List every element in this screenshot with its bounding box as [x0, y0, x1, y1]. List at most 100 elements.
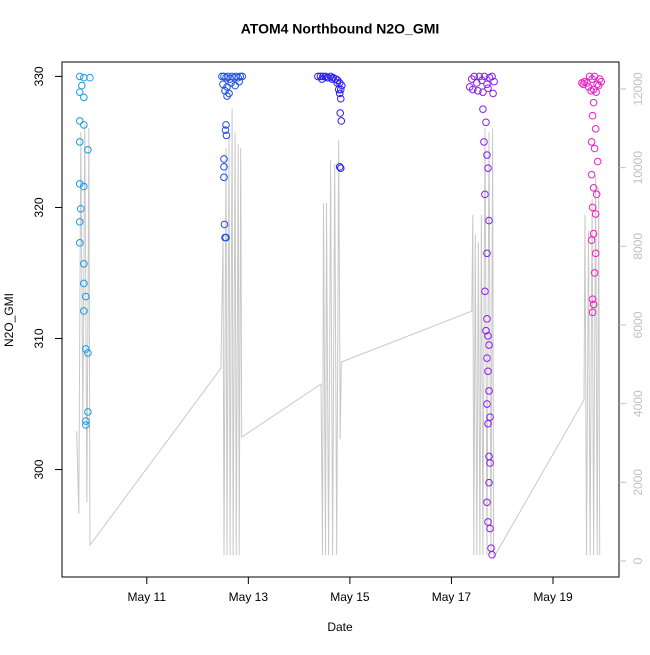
- data-point: [80, 182, 88, 191]
- data-point: [222, 121, 230, 129]
- data-point: [589, 184, 598, 192]
- data-point: [80, 121, 88, 129]
- y2-tick-label: 6000: [631, 311, 645, 338]
- data-point: [591, 210, 600, 218]
- data-point: [80, 279, 88, 288]
- data-point: [220, 72, 228, 81]
- data-point: [84, 145, 92, 154]
- y2-tick-label: 10000: [631, 151, 645, 185]
- x-tick-label: May 13: [229, 590, 269, 604]
- data-point: [592, 88, 600, 96]
- data-point: [485, 341, 493, 349]
- data-point: [592, 190, 601, 199]
- data-point: [335, 163, 344, 171]
- data-point: [220, 155, 228, 163]
- data-point: [591, 125, 600, 133]
- data-point: [80, 307, 88, 315]
- data-point: [235, 77, 244, 86]
- data-point: [75, 72, 84, 81]
- y2-tick-label: 4000: [631, 390, 645, 417]
- data-point: [336, 85, 345, 94]
- data-point: [84, 349, 92, 357]
- y-axis-title: N2O_GMI: [2, 293, 16, 347]
- data-point: [587, 170, 596, 179]
- data-point: [588, 295, 597, 303]
- data-point: [334, 85, 343, 94]
- data-point: [484, 332, 492, 340]
- data-point: [484, 367, 492, 376]
- data-point: [222, 233, 230, 242]
- data-point: [486, 413, 494, 421]
- data-point: [314, 72, 322, 81]
- data-point: [486, 524, 494, 533]
- data-point: [475, 72, 484, 81]
- data-point: [483, 498, 491, 507]
- y-tick-label: 330: [32, 66, 46, 86]
- data-point: [220, 163, 228, 171]
- data-point: [468, 85, 477, 94]
- data-point: [222, 131, 231, 140]
- data-point: [489, 89, 497, 98]
- data-point: [218, 72, 226, 81]
- data-point: [483, 354, 491, 362]
- data-point: [482, 118, 490, 127]
- data-point: [588, 203, 597, 212]
- data-point: [234, 73, 242, 82]
- data-point: [82, 345, 90, 353]
- data-point: [483, 249, 491, 258]
- data-point: [223, 92, 231, 100]
- data-point: [488, 72, 496, 81]
- data-point: [481, 190, 489, 199]
- data-point: [485, 478, 493, 487]
- data-point: [593, 157, 602, 166]
- data-point: [480, 72, 489, 81]
- x-tick-label: May 15: [330, 590, 370, 604]
- data-point: [485, 387, 493, 395]
- data-point: [227, 79, 235, 87]
- y-tick-label: 300: [32, 459, 46, 479]
- data-point: [220, 173, 228, 182]
- data-point: [483, 315, 491, 323]
- data-point: [82, 417, 90, 425]
- altitude-line: [76, 108, 601, 560]
- data-point: [590, 144, 599, 153]
- data-point: [221, 87, 229, 95]
- y2-tick-label: 0: [631, 557, 645, 564]
- data-point: [589, 300, 598, 309]
- x-tick-label: May 11: [128, 590, 167, 604]
- data-point: [337, 117, 346, 125]
- data-point: [80, 260, 88, 268]
- x-axis-title: Date: [327, 620, 353, 634]
- data-point: [82, 421, 90, 429]
- data-point: [485, 216, 493, 225]
- data-point: [480, 138, 488, 146]
- data-point: [336, 109, 345, 117]
- data-point: [484, 419, 492, 428]
- data-point: [486, 459, 494, 467]
- data-point: [588, 75, 596, 83]
- data-point: [467, 75, 476, 83]
- data-point: [223, 83, 231, 91]
- data-point: [590, 269, 599, 277]
- data-point: [318, 75, 326, 83]
- plot-frame: [61, 61, 620, 578]
- data-point: [474, 87, 482, 95]
- data-point: [484, 84, 492, 93]
- data-point: [483, 80, 491, 89]
- data-point: [483, 151, 491, 159]
- data-point: [335, 89, 344, 98]
- data-point: [589, 229, 598, 238]
- x-tick-label: May 17: [432, 590, 472, 604]
- data-point: [481, 287, 489, 296]
- data-point: [323, 73, 331, 82]
- data-point: [231, 81, 239, 90]
- data-point: [478, 76, 486, 85]
- data-point: [488, 550, 496, 559]
- y2-tick-label: 12000: [631, 72, 645, 106]
- y-tick-label: 310: [32, 328, 46, 348]
- chart-title: ATOM4 Northbound N2O_GMI: [241, 21, 440, 37]
- data-point: [220, 220, 229, 229]
- data-point: [470, 72, 479, 81]
- data-point: [482, 326, 490, 335]
